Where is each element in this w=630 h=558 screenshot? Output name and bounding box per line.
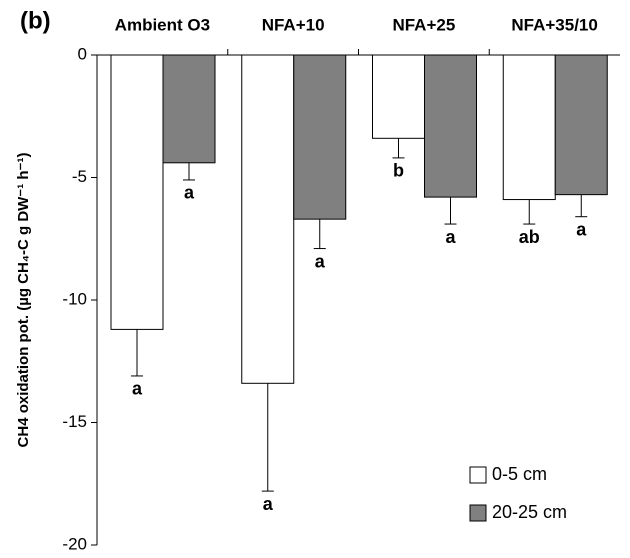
- bar: [293, 54, 347, 220]
- bar: [372, 54, 425, 139]
- bar-letter: a: [315, 251, 326, 271]
- legend-label: 0-5 cm: [492, 464, 547, 484]
- x-tick-label: NFA+25: [392, 15, 455, 34]
- bar: [241, 54, 295, 384]
- x-tick-label: NFA+10: [262, 15, 325, 34]
- bar-letter: a: [263, 494, 274, 514]
- legend-label: 20-25 cm: [492, 502, 567, 522]
- bar-letter: a: [445, 227, 456, 247]
- bar-letter: a: [184, 183, 195, 203]
- bar-letter: a: [132, 379, 143, 399]
- bar-letter: b: [393, 161, 404, 181]
- y-axis-label: CH4 oxidation pot. (µg CH₄-C g DW⁻¹ h⁻¹): [15, 153, 32, 448]
- legend-swatch: [469, 466, 487, 484]
- bar: [162, 54, 216, 164]
- bar: [110, 54, 164, 330]
- bar-letter: ab: [519, 227, 540, 247]
- x-tick-label: NFA+35/10: [511, 15, 597, 34]
- bar-letter: a: [576, 219, 587, 239]
- bar: [502, 54, 556, 201]
- y-tick-label: 0: [78, 44, 87, 63]
- y-tick-label: -20: [62, 534, 87, 553]
- y-tick-label: -5: [72, 167, 87, 186]
- panel-label: (b): [20, 7, 51, 34]
- bar: [554, 54, 608, 196]
- y-tick-label: -10: [62, 289, 87, 308]
- x-tick-label: Ambient O3: [115, 15, 210, 34]
- y-tick-label: -15: [62, 412, 87, 431]
- bar: [424, 54, 477, 198]
- legend-swatch: [469, 504, 487, 522]
